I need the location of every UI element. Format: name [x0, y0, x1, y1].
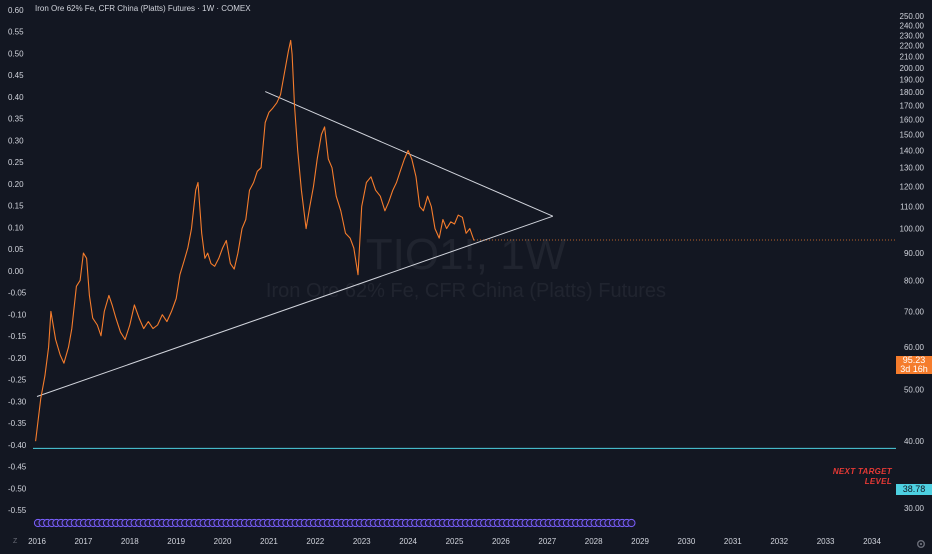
right-tick-label: 120.00	[900, 182, 925, 191]
support-trendline[interactable]	[36, 215, 554, 398]
left-tick-label: 0.55	[8, 28, 24, 37]
last-price-tag: 95.23 3d 16h	[896, 356, 932, 374]
left-tick-label: -0.10	[8, 310, 27, 319]
left-tick-label: -0.40	[8, 441, 27, 450]
right-tick-label: 230.00	[900, 31, 925, 40]
right-tick-label: 140.00	[900, 147, 925, 156]
right-tick-label: 220.00	[900, 42, 925, 51]
right-tick-label: 110.00	[900, 203, 924, 212]
left-tick-label: -0.45	[8, 463, 27, 472]
watermark-description: Iron Ore 62% Fe, CFR China (Platts) Futu…	[265, 280, 667, 302]
x-tick-label: 2025	[446, 537, 464, 546]
x-tick-label: 2034	[863, 537, 881, 546]
left-tick-label: 0.15	[8, 202, 24, 211]
left-tick-label: 0.05	[8, 245, 24, 254]
left-tick-label: 0.45	[8, 71, 24, 80]
x-tick-label: 2033	[817, 537, 835, 546]
right-tick-label: 240.00	[900, 21, 925, 30]
right-tick-label: 60.00	[904, 343, 925, 352]
x-tick-label: 2029	[631, 537, 649, 546]
left-tick-label: -0.35	[8, 419, 27, 428]
next-target-label-level: LEVEL	[864, 477, 892, 486]
x-tick-label: 2023	[353, 537, 371, 546]
event-markers[interactable]	[33, 518, 636, 528]
x-tick-label: 2030	[678, 537, 696, 546]
right-tick-label: 50.00	[904, 385, 925, 394]
left-tick-label: -0.30	[8, 397, 27, 406]
left-tick-label: 0.50	[8, 49, 24, 58]
x-tick-label: 2032	[770, 537, 788, 546]
right-tick-label: 30.00	[904, 504, 925, 513]
last-price-value: 95.23	[902, 355, 926, 365]
left-tick-label: -0.15	[8, 332, 27, 341]
bar-countdown: 3d 16h	[900, 364, 928, 374]
x-axis: 2016 2017 2018 2019 2020 2021 2022 2023 2024 2025…	[28, 537, 881, 546]
gear-icon[interactable]	[916, 536, 926, 548]
right-tick-label: 200.00	[900, 64, 925, 73]
right-tick-label: 250.00	[900, 12, 925, 21]
right-tick-label: 90.00	[904, 249, 925, 258]
right-tick-label: 80.00	[904, 276, 925, 285]
right-tick-label: 170.00	[900, 101, 925, 110]
x-tick-label: 2028	[585, 537, 603, 546]
x-tick-label: 2027	[538, 537, 556, 546]
target-price-tag: 38.78	[896, 484, 932, 495]
left-tick-label: 0.20	[8, 180, 24, 189]
right-tick-label: 180.00	[900, 88, 925, 97]
x-tick-label: 2019	[167, 537, 185, 546]
plot-area[interactable]	[33, 39, 896, 449]
right-tick-label: 190.00	[900, 76, 925, 85]
left-tick-label: -0.55	[8, 506, 27, 515]
left-price-axis[interactable]: 0.60 0.55 0.50 0.45 0.40 0.35 0.30 0.25 0.20 0.15…	[8, 6, 27, 515]
watermark-symbol: TIO1!, 1W	[365, 230, 567, 279]
right-tick-label: 100.00	[900, 225, 925, 234]
next-target-label: NEXT TARGET	[832, 467, 892, 476]
price-series-line[interactable]	[35, 39, 475, 442]
x-tick-label: 2026	[492, 537, 510, 546]
right-tick-label: 210.00	[900, 52, 925, 61]
x-tick-label: 2018	[121, 537, 139, 546]
left-tick-label: -0.20	[8, 354, 27, 363]
x-tick-label: 2016	[28, 537, 46, 546]
chart-title: Iron Ore 62% Fe, CFR China (Platts) Futu…	[35, 4, 251, 13]
left-tick-label: 0.60	[8, 6, 24, 15]
x-tick-label: 2022	[306, 537, 324, 546]
left-tick-label: -0.50	[8, 484, 27, 493]
left-tick-label: 0.30	[8, 136, 24, 145]
x-tick-label: 2024	[399, 537, 417, 546]
timezone-label[interactable]: Z	[13, 538, 18, 545]
right-tick-label: 40.00	[904, 437, 925, 446]
right-tick-label: 130.00	[900, 164, 925, 173]
event-marker[interactable]	[627, 518, 636, 528]
right-tick-label: 160.00	[900, 116, 925, 125]
right-tick-label: 150.00	[900, 131, 925, 140]
right-tick-label: 70.00	[904, 307, 925, 316]
x-tick-label: 2017	[74, 537, 92, 546]
x-tick-label: 2020	[214, 537, 232, 546]
left-tick-label: 0.35	[8, 115, 24, 124]
left-tick-label: 0.40	[8, 93, 24, 102]
left-tick-label: 0.25	[8, 158, 24, 167]
left-tick-label: 0.10	[8, 223, 24, 232]
left-tick-label: -0.25	[8, 376, 27, 385]
x-tick-label: 2031	[724, 537, 742, 546]
left-tick-label: 0.00	[8, 267, 24, 276]
left-tick-label: -0.05	[8, 289, 27, 298]
x-tick-label: 2021	[260, 537, 278, 546]
